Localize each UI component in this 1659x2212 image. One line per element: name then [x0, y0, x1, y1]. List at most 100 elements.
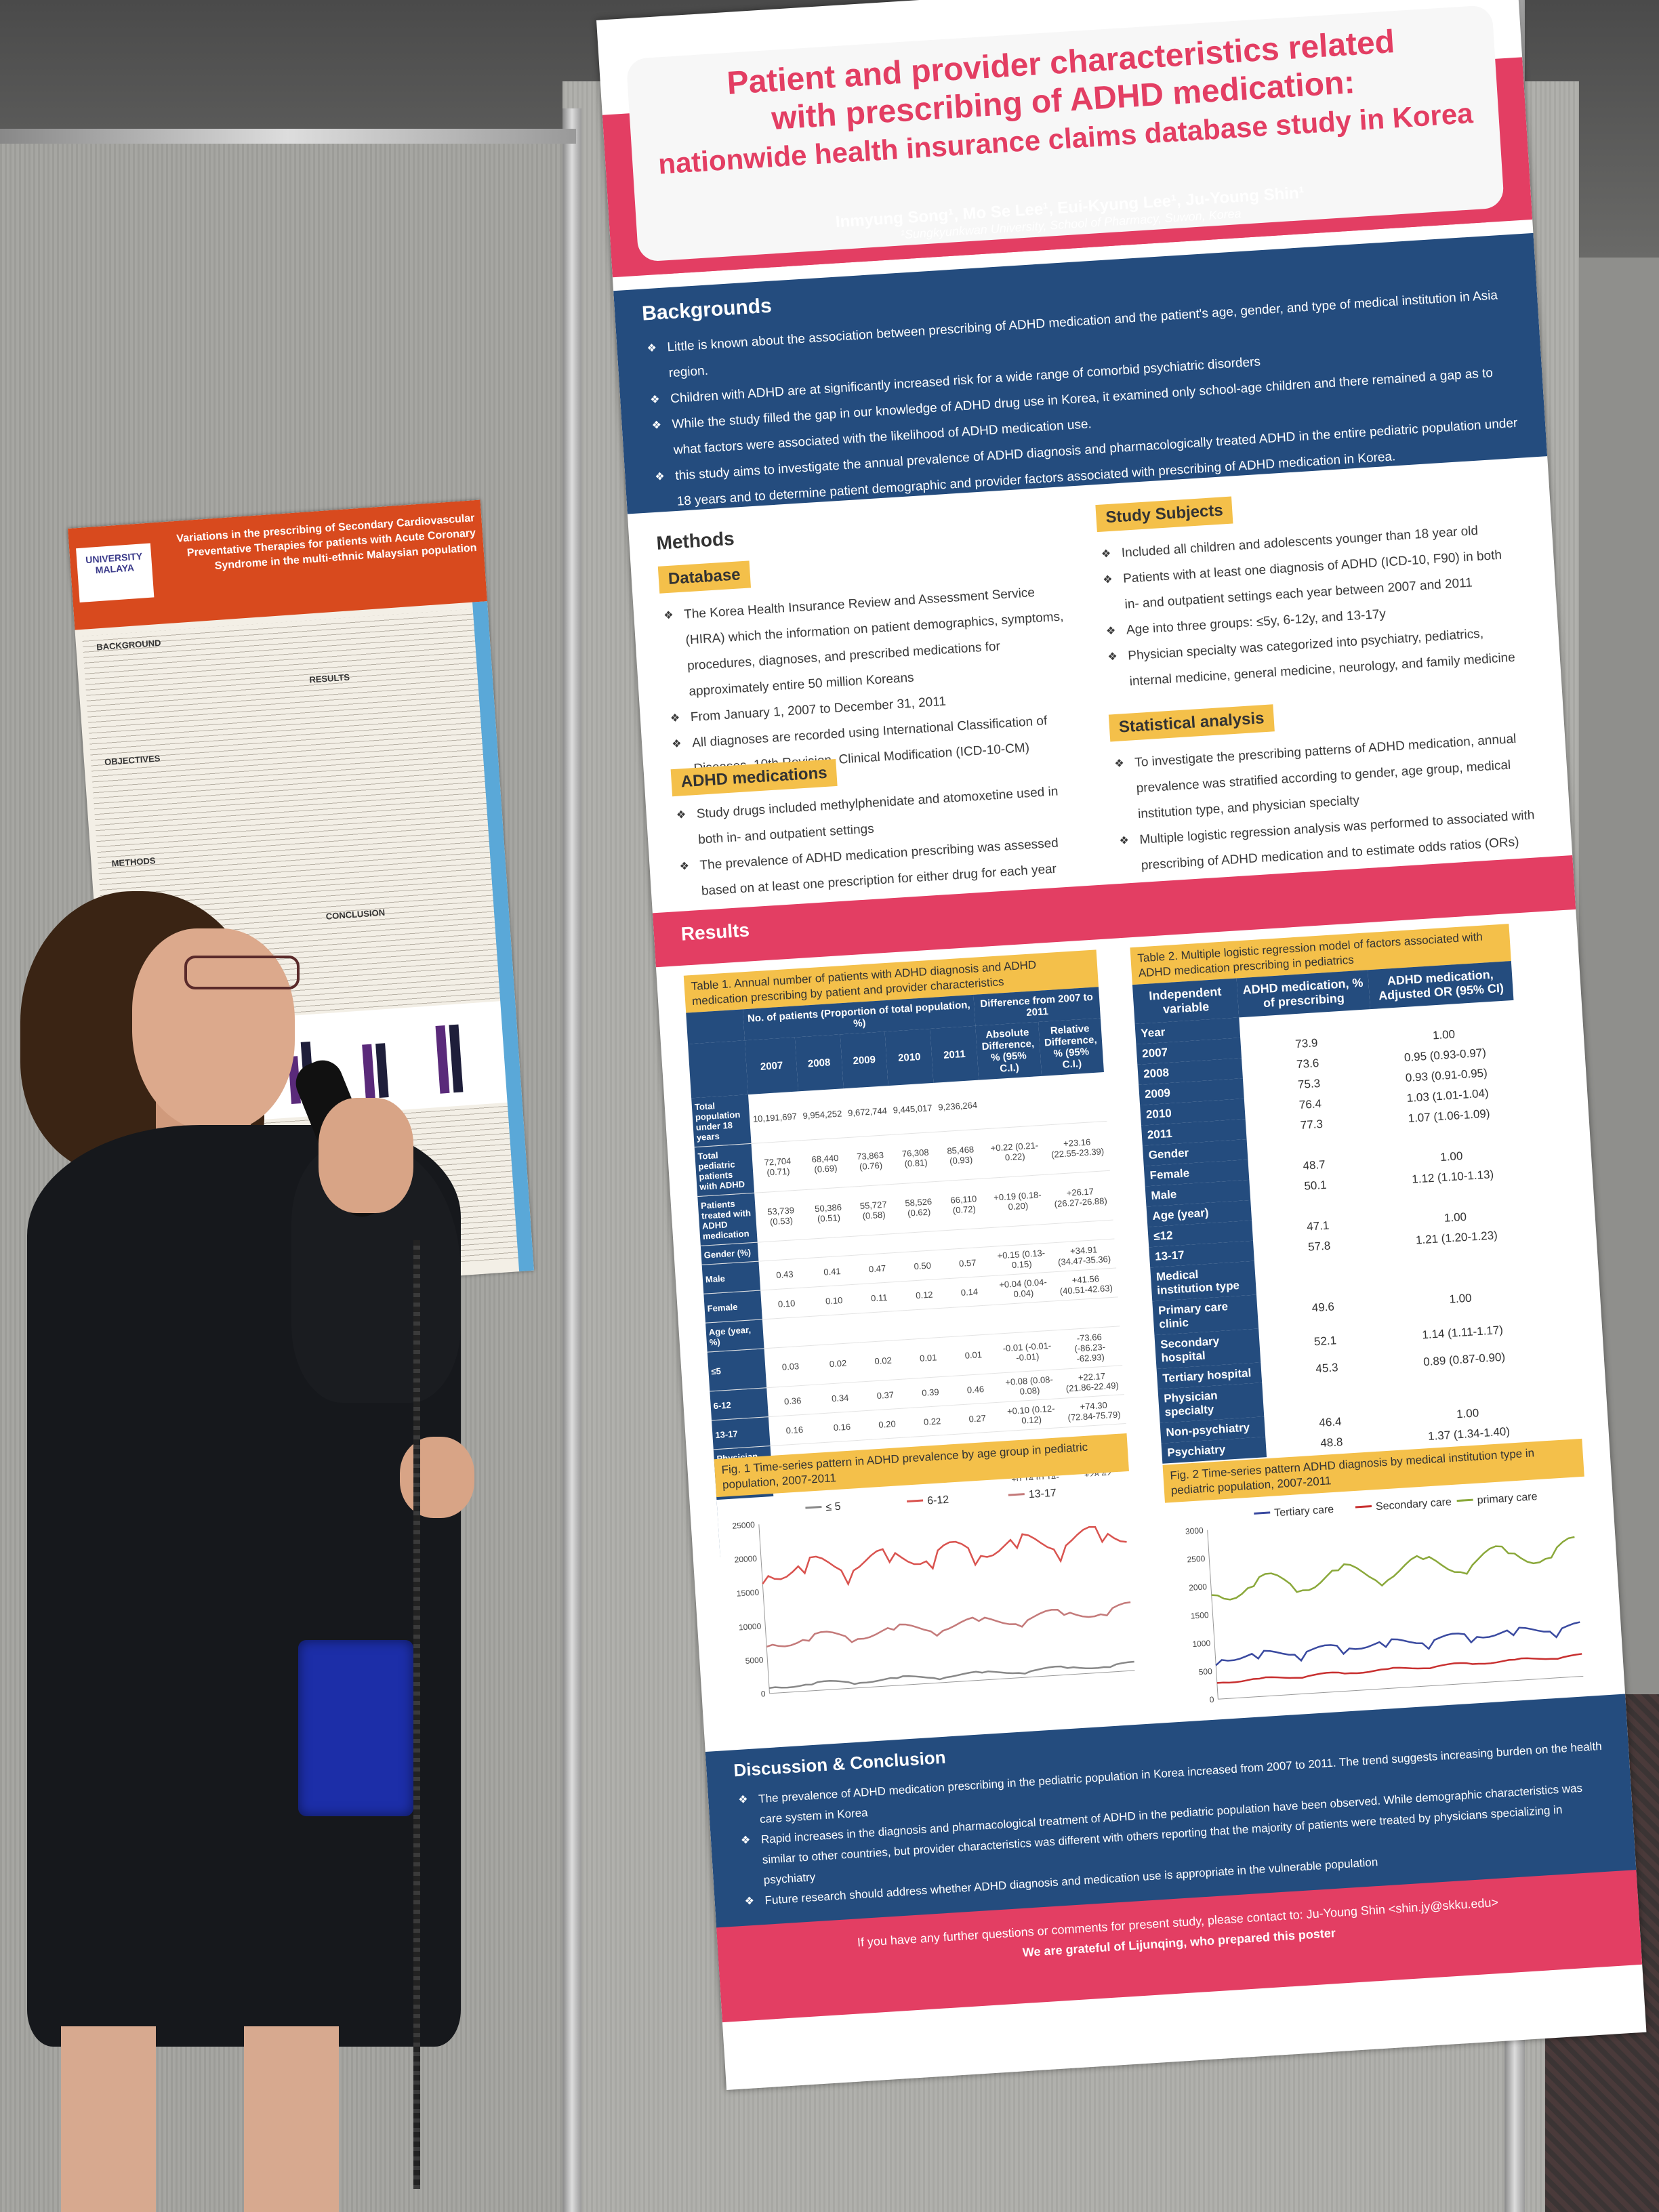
- table-row-label: Age (year, %): [705, 1319, 764, 1353]
- table-cell: 9,672,744: [843, 1086, 892, 1138]
- table-row-label: Female: [703, 1290, 763, 1324]
- table-row-label: Total population under 18 years: [691, 1094, 752, 1147]
- series-line: [1215, 1621, 1580, 1666]
- fig1-chart: 25000 20000 15000 10000 5000 0 ≤ 5 6-12 13-17: [716, 1473, 1151, 1730]
- x-axis: [1218, 1675, 1584, 1700]
- left-poster-section: OBJECTIVES: [104, 753, 161, 768]
- table-cell: -73.66 (-86.23- -62.93): [1057, 1326, 1123, 1370]
- table-cell: 0.02: [814, 1342, 862, 1385]
- table-cell: [993, 1300, 1058, 1334]
- table-cell: [857, 1310, 905, 1343]
- table-header-cell: Independent variable: [1132, 978, 1240, 1025]
- table-cell: 0.01: [904, 1336, 952, 1379]
- table-cell: 0.47: [853, 1252, 901, 1285]
- table-cell: 0.41: [808, 1255, 856, 1288]
- table-cell: [897, 1230, 945, 1253]
- table-cell: 0.36: [766, 1385, 819, 1417]
- table-cell: +0.22 (0.21-0.22): [981, 1125, 1048, 1179]
- y-tick-label: 500: [1198, 1666, 1212, 1677]
- table-row-label: 13-17: [712, 1416, 771, 1450]
- table-cell: 9,445,017: [888, 1082, 937, 1135]
- table-cell: [1041, 1072, 1107, 1126]
- y-axis: [758, 1524, 771, 1694]
- table-cell: 0.03: [764, 1345, 817, 1388]
- study-subjects-list: Included all children and adolescents yo…: [1098, 516, 1527, 696]
- table-row-label: Total pediatric patients with ADHD: [694, 1143, 755, 1197]
- table-row-label: 6-12: [710, 1387, 769, 1420]
- table-cell: 55,727 (0.58): [849, 1184, 898, 1237]
- table-cell: 85,468 (0.93): [937, 1129, 985, 1182]
- series-line: [766, 1601, 1131, 1648]
- legend-label: 13-17: [1028, 1488, 1057, 1501]
- table-cell: +0.08 (0.08-0.08): [997, 1369, 1062, 1403]
- table-cell: 0.34: [817, 1381, 864, 1414]
- fig1-svg: 25000 20000 15000 10000 5000 0 ≤ 5 6-12 13-17: [732, 1488, 1135, 1699]
- chart-bar: [375, 1043, 389, 1098]
- legend-label: primary care: [1477, 1491, 1538, 1507]
- table-cell: 53,739 (0.53): [754, 1189, 808, 1243]
- table-header-cell: 2010: [884, 1029, 934, 1086]
- table-cell: +0.15 (0.13-0.15): [989, 1242, 1054, 1276]
- legend-label: Secondary care: [1375, 1496, 1452, 1513]
- fig2-svg: 3000 2500 2000 1500 1000 500 0 Tertiary care Sec…: [1185, 1491, 1584, 1704]
- legend-swatch: [1355, 1505, 1372, 1509]
- table-cell: 66,110 (0.72): [939, 1178, 988, 1231]
- table-cell: [979, 1076, 1045, 1130]
- table-cell: [762, 1316, 815, 1349]
- table-cell: 0.16: [769, 1413, 821, 1446]
- board-frame-pole: [562, 108, 581, 2212]
- table-cell: 50,386 (0.51): [804, 1187, 853, 1240]
- database-list: The Korea Health Insurance Review and As…: [660, 578, 1078, 783]
- y-tick-label: 25000: [732, 1520, 756, 1531]
- table-cell: 68,440 (0.69): [801, 1137, 850, 1190]
- left-poster-section: BACKGROUND: [96, 637, 161, 653]
- table-cell: 0.12: [901, 1278, 948, 1311]
- table-cell: 9,954,252: [798, 1088, 846, 1141]
- y-tick-label: 20000: [734, 1554, 758, 1565]
- y-tick-label: 0: [1209, 1695, 1214, 1704]
- legend-swatch: [805, 1505, 822, 1509]
- chart-bar: [435, 1025, 450, 1094]
- table-cell: +41.56 (40.51-42.63): [1053, 1267, 1118, 1301]
- table-cell: +0.19 (0.18-0.20): [985, 1174, 1051, 1228]
- main-poster: E Patient and provider characteristics r…: [596, 0, 1647, 2090]
- table-cell: 58,526 (0.62): [895, 1181, 943, 1234]
- table-cell: 0.46: [951, 1373, 1000, 1406]
- y-tick-label: 1000: [1192, 1638, 1211, 1649]
- table-cell: 0.02: [859, 1339, 907, 1382]
- left-poster-section: CONCLUSION: [325, 907, 386, 922]
- presenter-leg: [244, 2026, 339, 2212]
- table-cell: [1055, 1296, 1120, 1330]
- table-cell: 10,191,697: [748, 1091, 802, 1144]
- study-subjects-label: Study Subjects: [1095, 496, 1233, 533]
- table-row-label: ≤5: [707, 1348, 767, 1391]
- table-cell: 9,236,264: [933, 1080, 982, 1132]
- table-header-cell: 2011: [930, 1025, 979, 1083]
- presenter-leg: [61, 2026, 156, 2212]
- table-cell: 0.16: [818, 1410, 866, 1443]
- table-cell: 0.43: [758, 1258, 811, 1290]
- series-line: [769, 1660, 1134, 1689]
- chart-bar: [362, 1044, 375, 1099]
- table-cell: 0.50: [899, 1249, 946, 1282]
- table-cell: [902, 1307, 950, 1340]
- table-header-cell: 2008: [794, 1034, 844, 1092]
- presenter-glasses: [184, 956, 300, 989]
- table-cell: 0.10: [811, 1284, 858, 1317]
- table-cell: +22.17 (21.86-22.49): [1059, 1365, 1124, 1399]
- y-tick-label: 5000: [745, 1655, 764, 1666]
- legend-label: Tertiary care: [1274, 1504, 1334, 1519]
- legend-swatch: [1008, 1493, 1025, 1496]
- statistical-analysis-label: Statistical analysis: [1108, 704, 1275, 742]
- table-cell: 0.10: [760, 1287, 813, 1319]
- table-cell: [943, 1227, 989, 1250]
- presenter-hand: [319, 1098, 413, 1213]
- results-title: Results: [680, 919, 750, 945]
- table-cell: 76,308 (0.81): [891, 1132, 940, 1185]
- table-cell: 73,863 (0.76): [846, 1134, 895, 1187]
- table-cell: +74.30 (72.84-75.79): [1061, 1394, 1126, 1428]
- y-tick-label: 1500: [1190, 1610, 1209, 1621]
- table-cell: 0.37: [861, 1378, 909, 1411]
- table-header-cell: Relative Difference, % (95% C.I.): [1038, 1018, 1104, 1076]
